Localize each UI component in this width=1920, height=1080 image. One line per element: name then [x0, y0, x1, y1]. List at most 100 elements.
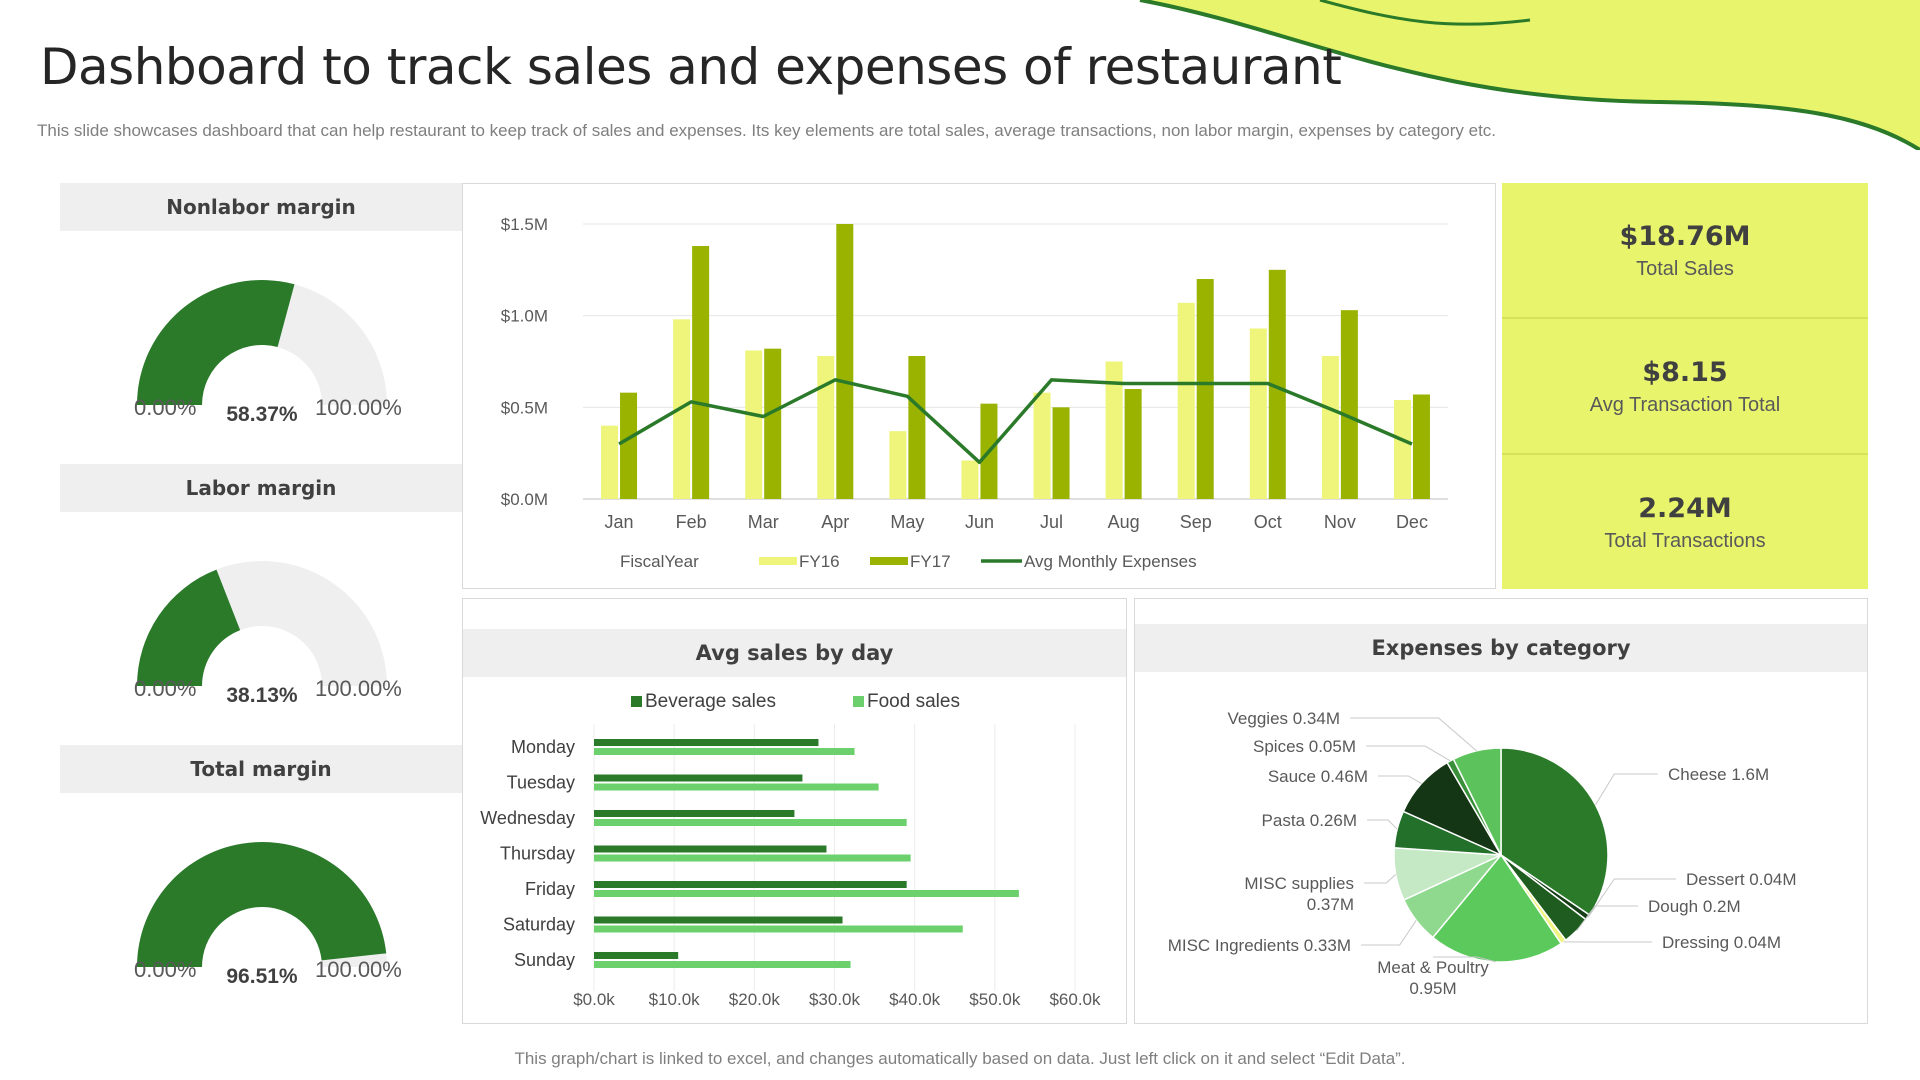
kpi-divider: [1502, 317, 1868, 319]
bar-beverage: [594, 952, 679, 959]
leader-line: [1366, 745, 1451, 762]
gauge-max-label: 100.00%: [315, 395, 402, 420]
bar-beverage: [594, 774, 803, 782]
legend-title: FiscalYear: [620, 552, 699, 571]
slice-label-line: MISC supplies: [1244, 874, 1354, 893]
y-category-label: Saturday: [503, 915, 575, 935]
slice-label: Dough 0.2M: [1648, 897, 1741, 916]
bar-fy16: [817, 356, 835, 499]
legend-swatch-beverage: [631, 696, 642, 707]
y-category-label: Wednesday: [480, 808, 575, 828]
bar-beverage: [594, 739, 819, 746]
slice-label: Veggies 0.34M: [1228, 709, 1340, 728]
bar-fy16: [1033, 392, 1051, 499]
x-tick-label: Jan: [605, 512, 634, 532]
gauge-fill: [137, 841, 387, 967]
gauge-title: Total margin: [60, 745, 462, 793]
bar-fy16: [1105, 361, 1123, 499]
bar-food: [594, 854, 911, 862]
kpi-value: $18.76M: [1619, 221, 1751, 252]
gauge-dial: 38.13%: [137, 561, 387, 707]
x-tick-label: $0.0k: [573, 990, 615, 1009]
bar-fy16: [601, 425, 619, 499]
bar-fy16: [745, 350, 763, 499]
x-tick-label: $50.0k: [969, 990, 1021, 1009]
slice-label-line: 0.37M: [1307, 895, 1354, 914]
slice-label-line: 0.95M: [1409, 979, 1456, 998]
expenses-by-category-panel: Expenses by category Cheese 1.6M Dessert …: [1134, 598, 1868, 1024]
x-tick-label: Feb: [676, 512, 707, 532]
gauge-fill: [137, 569, 241, 686]
gauges-column: Nonlabor margin 58.37% 0.00% 100.00% Lab…: [60, 183, 462, 1023]
slice-label: Dessert 0.04M: [1686, 870, 1797, 889]
x-tick-label: Dec: [1396, 512, 1428, 532]
footer-note: This graph/chart is linked to excel, and…: [514, 1049, 1406, 1068]
swoosh-stroke-main: [1139, 0, 1920, 150]
x-tick-label: Aug: [1108, 512, 1140, 532]
slice-label: MISC supplies 0.37M: [1244, 874, 1354, 914]
bar-fy16: [961, 460, 979, 499]
monthly-sales-panel: $0.0M $0.5M $1.0M $1.5M Jan Feb Mar Apr May Jun Ju…: [462, 183, 1496, 589]
gauge-title: Labor margin: [60, 464, 462, 512]
legend-label-beverage: Beverage sales: [645, 691, 776, 712]
kpi-total-transactions: 2.24M Total Transactions: [1502, 455, 1868, 589]
bar-fy16: [1393, 400, 1411, 499]
leader-line: [1433, 956, 1497, 963]
gauge-nonlabor-margin: Nonlabor margin 58.37% 0.00% 100.00%: [60, 183, 462, 463]
kpi-avg-transaction: $8.15 Avg Transaction Total: [1502, 319, 1868, 453]
gauge-min-label: 0.00%: [134, 676, 197, 701]
avg-sales-by-day-panel: Avg sales by day $0.0k $10.0k $20.0k $30.0k…: [462, 598, 1127, 1024]
bar-fy16: [1177, 302, 1195, 499]
legend-label-fy17: FY17: [910, 552, 951, 571]
legend-label-fy16: FY16: [799, 552, 840, 571]
avg-expenses-line: [618, 378, 1413, 465]
gauge-min-label: 0.00%: [134, 957, 197, 982]
x-tick-label: Oct: [1254, 512, 1282, 532]
bar-fy17: [620, 392, 638, 499]
bar-fy17: [836, 224, 854, 499]
gauge-fill: [137, 280, 295, 405]
slice-label: Pasta 0.26M: [1262, 811, 1357, 830]
leader-line: [1595, 773, 1658, 806]
bar-beverage: [594, 916, 843, 924]
legend-swatch-fy17: [870, 557, 908, 565]
bar-beverage: [594, 810, 795, 817]
slice-label-line: Meat & Poultry: [1377, 958, 1489, 977]
x-tick-label: $30.0k: [809, 990, 861, 1009]
bar-fy17: [1196, 279, 1214, 499]
bar-fy16: [1321, 356, 1339, 499]
leader-line: [1587, 878, 1676, 918]
legend-swatch-food: [853, 696, 864, 707]
avg-sales-by-day-chart: $0.0k $10.0k $20.0k $30.0k $40.0k $50.0k $60.0…: [480, 691, 1101, 1009]
bar-fy17: [1052, 407, 1070, 499]
leader-line: [1350, 717, 1477, 752]
bar-food: [594, 783, 879, 791]
x-tick-label: Jun: [965, 512, 994, 532]
kpi-value: 2.24M: [1638, 493, 1732, 524]
y-tick-label: $0.0M: [501, 490, 548, 509]
kpi-divider: [1502, 453, 1868, 455]
bar-beverage: [594, 845, 827, 853]
panel-title: Avg sales by day: [463, 629, 1126, 677]
bar-food: [594, 925, 963, 933]
x-tick-label: Mar: [748, 512, 779, 532]
y-category-label: Thursday: [500, 844, 575, 864]
x-tick-label: $10.0k: [649, 990, 701, 1009]
y-category-label: Friday: [525, 879, 575, 899]
gauge-max-label: 100.00%: [315, 957, 402, 982]
bar-fy17: [1124, 389, 1142, 499]
slice-label: Meat & Poultry 0.95M: [1377, 958, 1489, 998]
bar-beverage: [594, 881, 907, 888]
x-tick-label: Sep: [1180, 512, 1212, 532]
decorative-swoosh: [1139, 0, 1920, 150]
bar-food: [594, 748, 855, 755]
gauge-dial: 96.51%: [137, 841, 387, 988]
gauge-max-label: 100.00%: [315, 676, 402, 701]
gauge-value-label: 58.37%: [226, 403, 298, 426]
slice-label: Cheese 1.6M: [1668, 765, 1769, 784]
legend-swatch-fy16: [759, 557, 797, 565]
slice-label: Sauce 0.46M: [1268, 767, 1368, 786]
bar-fy16: [1249, 328, 1267, 499]
gauge-labor-margin: Labor margin 38.13% 0.00% 100.00%: [60, 464, 462, 744]
x-tick-label: Apr: [821, 512, 849, 532]
